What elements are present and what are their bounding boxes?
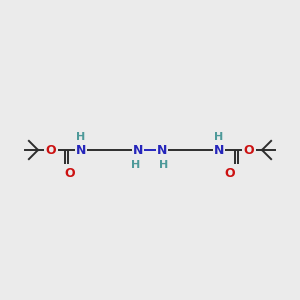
- Text: H: H: [159, 160, 169, 170]
- Text: H: H: [131, 160, 141, 170]
- Text: N: N: [157, 143, 167, 157]
- Text: O: O: [65, 167, 75, 180]
- Text: O: O: [244, 143, 254, 157]
- Text: H: H: [214, 132, 224, 142]
- Text: O: O: [46, 143, 56, 157]
- Text: N: N: [76, 143, 86, 157]
- Text: H: H: [76, 132, 85, 142]
- Text: O: O: [225, 167, 235, 180]
- Text: N: N: [133, 143, 143, 157]
- Text: N: N: [214, 143, 224, 157]
